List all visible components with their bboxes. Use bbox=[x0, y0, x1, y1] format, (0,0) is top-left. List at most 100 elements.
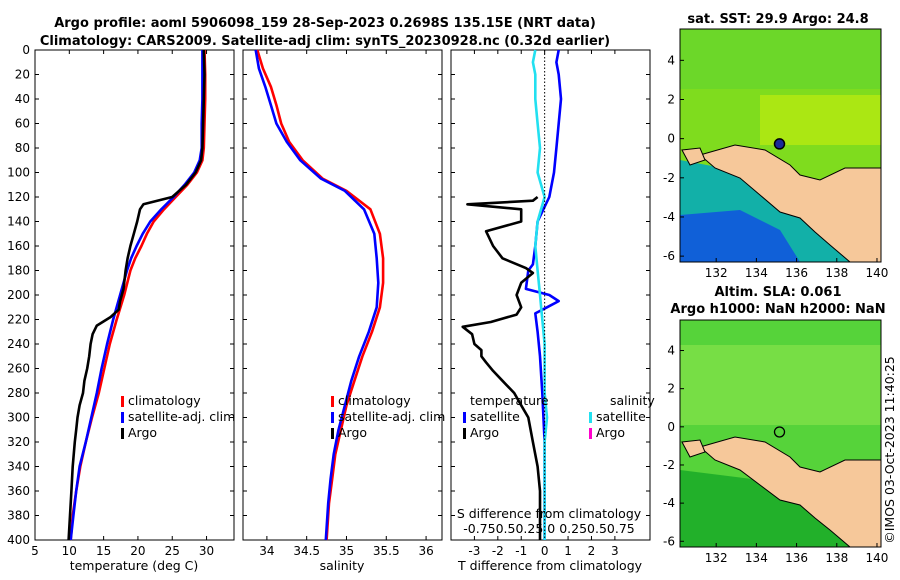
y-tick-label: 120 bbox=[7, 190, 30, 204]
s-difference-ticks: -0.750.50.25 0 0.250.50.75 bbox=[463, 521, 635, 536]
series-t-argo bbox=[461, 195, 542, 540]
sst-field-warm bbox=[760, 95, 881, 145]
y-tick-label: 240 bbox=[7, 337, 30, 351]
x-tick-label: 20 bbox=[130, 544, 145, 558]
map-x-tick-label: 138 bbox=[825, 551, 848, 565]
y-tick-label: 360 bbox=[7, 484, 30, 498]
y-tick-label: 60 bbox=[15, 117, 30, 131]
x-tick-label: 5 bbox=[31, 544, 39, 558]
legend-swatch-climatology bbox=[331, 396, 334, 407]
y-tick-label: 40 bbox=[15, 92, 30, 106]
map-y-tick-label: 4 bbox=[667, 344, 675, 358]
argo-location-marker bbox=[773, 138, 786, 150]
sst-map-ticks: 132 134 136 138 140 4 2 0 -2 -4 -6 bbox=[663, 53, 888, 280]
map-y-tick-label: 4 bbox=[667, 53, 675, 67]
temperature-legend: climatology satellite-adj. clim Argo bbox=[121, 393, 235, 440]
map-y-tick-label: 2 bbox=[667, 382, 675, 396]
x-tick-label: -3 bbox=[468, 544, 480, 558]
sla-land-new-guinea bbox=[698, 436, 881, 547]
legend-label: satellite bbox=[470, 409, 520, 424]
y-tick-label: 380 bbox=[7, 509, 30, 523]
y-tick-label: 320 bbox=[7, 435, 30, 449]
map-x-tick-label: 140 bbox=[866, 266, 889, 280]
legend-title-salinity: salinity bbox=[610, 393, 655, 408]
salinity-panel bbox=[242, 49, 443, 541]
legend-label: climatology bbox=[128, 393, 201, 408]
series-climatology bbox=[256, 49, 385, 541]
y-tick-label: 100 bbox=[7, 166, 30, 180]
map-y-tick-label: -6 bbox=[663, 534, 675, 548]
legend-swatch-argo bbox=[121, 428, 124, 439]
salinity-ticks: 34 34.5 35 35.5 36 bbox=[243, 49, 442, 558]
difference-ticks: -3 -2 -1 0 1 2 3 bbox=[451, 49, 650, 558]
sla-land-islands bbox=[681, 439, 706, 458]
sst-land-islands bbox=[681, 147, 706, 166]
y-tick-label: 400 bbox=[7, 533, 30, 547]
legend-title-temperature: temperature bbox=[470, 393, 549, 408]
x-tick-label: 35.5 bbox=[373, 544, 400, 558]
title-line-2: Climatology: CARS2009. Satellite-adj cli… bbox=[40, 34, 610, 49]
legend-label: Argo bbox=[596, 425, 625, 440]
salinity-legend: climatology satellite-adj. clim Argo bbox=[331, 393, 445, 440]
map-x-tick-label: 134 bbox=[745, 551, 768, 565]
legend-label: satellite-adj. clim bbox=[338, 409, 445, 424]
map-y-tick-label: 0 bbox=[667, 420, 675, 434]
legend-swatch-s-argo bbox=[589, 428, 592, 439]
map-y-tick-label: 0 bbox=[667, 132, 675, 146]
map-y-tick-label: -4 bbox=[663, 210, 675, 224]
sla-map-title: Altim. SLA: 0.061 bbox=[715, 285, 842, 300]
y-tick-label: 300 bbox=[7, 411, 30, 425]
salinity-xlabel: salinity bbox=[320, 558, 365, 573]
title-line-1: Argo profile: aoml 5906098_159 28-Sep-20… bbox=[54, 16, 596, 31]
temperature-xlabel: temperature (deg C) bbox=[70, 558, 199, 573]
x-tick-label: -1 bbox=[515, 544, 527, 558]
x-tick-label: 1 bbox=[564, 544, 572, 558]
temperature-ticks: 5 10 15 20 25 3002040608010012014016018020022… bbox=[7, 43, 234, 558]
imos-timestamp: ©IMOS 03-Oct-2023 11:40:25 bbox=[882, 356, 897, 544]
map-y-tick-label: -2 bbox=[663, 458, 675, 472]
legend-label: satellite-adj. clim bbox=[128, 409, 235, 424]
y-tick-label: 20 bbox=[15, 68, 30, 82]
x-tick-label: 15 bbox=[96, 544, 111, 558]
x-tick-label: 34.5 bbox=[293, 544, 320, 558]
x-tick-label: 10 bbox=[62, 544, 77, 558]
legend-swatch-satellite bbox=[331, 412, 334, 423]
map-x-tick-label: 136 bbox=[785, 266, 808, 280]
x-tick-label: 36 bbox=[418, 544, 433, 558]
x-tick-label: 0 bbox=[541, 544, 549, 558]
sla-map-ticks: 132 134 136 138 140 4 2 0 -2 -4 -6 bbox=[663, 344, 888, 565]
sla-map-subtitle: Argo h1000: NaN h2000: NaN bbox=[670, 302, 885, 317]
x-tick-label: 34 bbox=[259, 544, 274, 558]
legend-swatch-climatology bbox=[121, 396, 124, 407]
map-x-tick-label: 134 bbox=[745, 266, 768, 280]
series-s-satellite bbox=[531, 49, 549, 540]
map-x-tick-label: 140 bbox=[866, 551, 889, 565]
legend-label: satellite bbox=[596, 409, 646, 424]
sla-map-frame bbox=[679, 319, 882, 548]
difference-xlabel: T difference from climatology bbox=[457, 558, 643, 573]
legend-label: Argo bbox=[338, 425, 367, 440]
sst-map-title: sat. SST: 29.9 Argo: 24.8 bbox=[687, 12, 868, 27]
legend-swatch-s-satellite bbox=[589, 412, 592, 423]
y-tick-label: 260 bbox=[7, 362, 30, 376]
y-tick-label: 280 bbox=[7, 386, 30, 400]
x-tick-label: -2 bbox=[492, 544, 504, 558]
temperature-series bbox=[67, 49, 207, 541]
legend-swatch-argo bbox=[331, 428, 334, 439]
legend-label: Argo bbox=[128, 425, 157, 440]
map-x-tick-label: 138 bbox=[825, 266, 848, 280]
y-tick-label: 200 bbox=[7, 288, 30, 302]
difference-series bbox=[461, 49, 563, 540]
map-y-tick-label: 2 bbox=[667, 92, 675, 106]
sst-field-patch bbox=[680, 29, 881, 89]
argo-location-marker bbox=[773, 426, 786, 438]
y-tick-label: 140 bbox=[7, 215, 30, 229]
salinity-series bbox=[254, 49, 385, 541]
sla-map: 132 134 136 138 140 4 2 0 -2 -4 -6 bbox=[663, 319, 888, 565]
x-tick-label: 30 bbox=[199, 544, 214, 558]
x-tick-label: 2 bbox=[588, 544, 596, 558]
x-tick-label: 25 bbox=[165, 544, 180, 558]
map-y-tick-label: -4 bbox=[663, 496, 675, 510]
sla-field-band bbox=[680, 345, 881, 425]
legend-label: climatology bbox=[338, 393, 411, 408]
